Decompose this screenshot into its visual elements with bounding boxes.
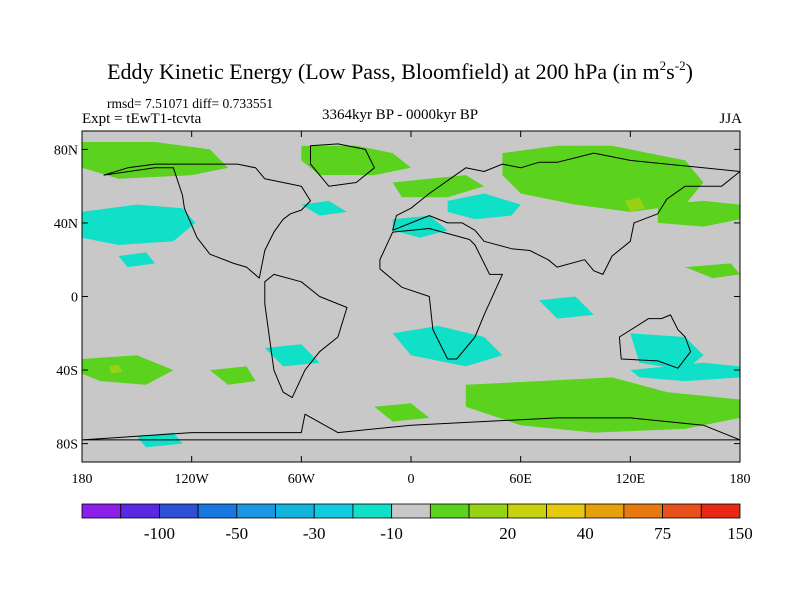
anomaly-siberia-yellow	[624, 197, 645, 212]
colorbar-swatch	[81, 503, 122, 519]
coastline-layer	[82, 143, 740, 441]
title-main: Eddy Kinetic Energy (Low Pass, Bloomfiel…	[107, 59, 660, 84]
y-tick-label: 80S	[56, 438, 78, 453]
experiment-text: Expt = tEwT1-tcvta	[82, 111, 202, 127]
anomaly-north-pacific-cyan	[82, 204, 196, 245]
colorbar-label: -100	[144, 524, 175, 543]
y-tick-label: 40N	[54, 217, 78, 232]
period-text: 3364kyr BP - 0000kyr BP	[321, 107, 479, 123]
colorbar-swatch	[352, 503, 393, 519]
colorbar-label: 150	[727, 524, 753, 543]
colorbar-label: 20	[499, 524, 516, 543]
anomaly-north-atlantic-green	[301, 145, 411, 176]
y-tick-label: 40S	[56, 364, 78, 379]
anomaly-med-cyan	[392, 215, 448, 238]
x-tick-label: 180	[72, 472, 93, 487]
colorbar-label: -30	[303, 524, 326, 543]
colorbar-label: -10	[380, 524, 403, 543]
anomaly-south-pacific-cyan	[630, 362, 740, 382]
coastline-south-america	[264, 273, 348, 399]
coastline-australia	[618, 314, 692, 369]
colorbar-label: -50	[225, 524, 248, 543]
colorbar-swatch	[584, 503, 625, 519]
colorbar-swatch	[546, 503, 586, 519]
x-tick-label: 180	[730, 472, 751, 487]
anomaly-south-atlantic-green	[374, 403, 430, 422]
colorbar-swatch	[391, 503, 431, 519]
axes-layer: 180 120W 60W 0 60E 120E 180 80N 40N 0 40S 80S	[54, 131, 751, 487]
colorbar-label: 40	[577, 524, 594, 543]
x-tick-label: 0	[408, 472, 415, 487]
anomaly-arctic-green-west	[82, 142, 229, 179]
anomaly-sw-pacific-yellow	[109, 364, 123, 374]
anomaly-sw-pacific-green	[82, 355, 174, 385]
anomaly-east-asia-green	[657, 200, 740, 227]
anomaly-indian-ocean-cyan	[538, 296, 594, 319]
anomaly-south-pacific-green2	[209, 366, 256, 385]
colorbar-swatch	[159, 503, 199, 519]
colorbar-swatch	[507, 503, 547, 519]
colorbar-swatch	[429, 503, 470, 519]
coastline-eurasia	[392, 152, 740, 275]
title-sup-2: -2	[674, 58, 686, 73]
colorbar: -100 -50 -30 -10 20 40 75 150	[81, 503, 753, 543]
title-unit-mid: s	[666, 59, 675, 84]
coastline-north-america	[103, 163, 311, 279]
x-tick-label: 120E	[616, 472, 646, 487]
colorbar-swatch	[120, 503, 160, 519]
colorbar-swatch	[236, 503, 276, 519]
x-tick-label: 60E	[509, 472, 532, 487]
y-tick-label: 80N	[54, 143, 78, 158]
anomaly-south-america-cyan	[264, 344, 320, 367]
x-tick-label: 60W	[288, 472, 316, 487]
colorbar-swatch	[662, 503, 702, 519]
season-text: JJA	[719, 111, 742, 127]
x-tick-label: 120W	[175, 472, 210, 487]
colorbar-swatch	[623, 503, 663, 519]
anomaly-europe-green	[392, 175, 485, 198]
coastline-africa	[379, 228, 503, 360]
anomaly-central-asia-cyan	[447, 193, 521, 220]
title-close: )	[685, 59, 693, 84]
colorbar-label: 75	[654, 524, 671, 543]
colorbar-swatch	[197, 503, 238, 519]
anomaly-pacific-cyan-small	[118, 252, 156, 268]
colorbar-swatch	[313, 503, 354, 519]
title-sup-1: 2	[659, 58, 667, 73]
coastline-greenland	[310, 143, 375, 187]
anomaly-layer	[82, 142, 740, 448]
coastline-antarctica	[82, 413, 740, 441]
colorbar-swatch	[275, 503, 315, 519]
anomaly-atlantic-cyan	[301, 200, 347, 216]
y-tick-label: 0	[71, 291, 78, 306]
chart-title: Eddy Kinetic Energy (Low Pass, Bloomfiel…	[0, 58, 800, 85]
stats-text: rmsd= 7.51071 diff= 0.733551	[107, 96, 274, 111]
colorbar-swatch	[700, 503, 741, 519]
anomaly-east-pacific-green	[685, 263, 740, 279]
colorbar-swatch	[468, 503, 509, 519]
